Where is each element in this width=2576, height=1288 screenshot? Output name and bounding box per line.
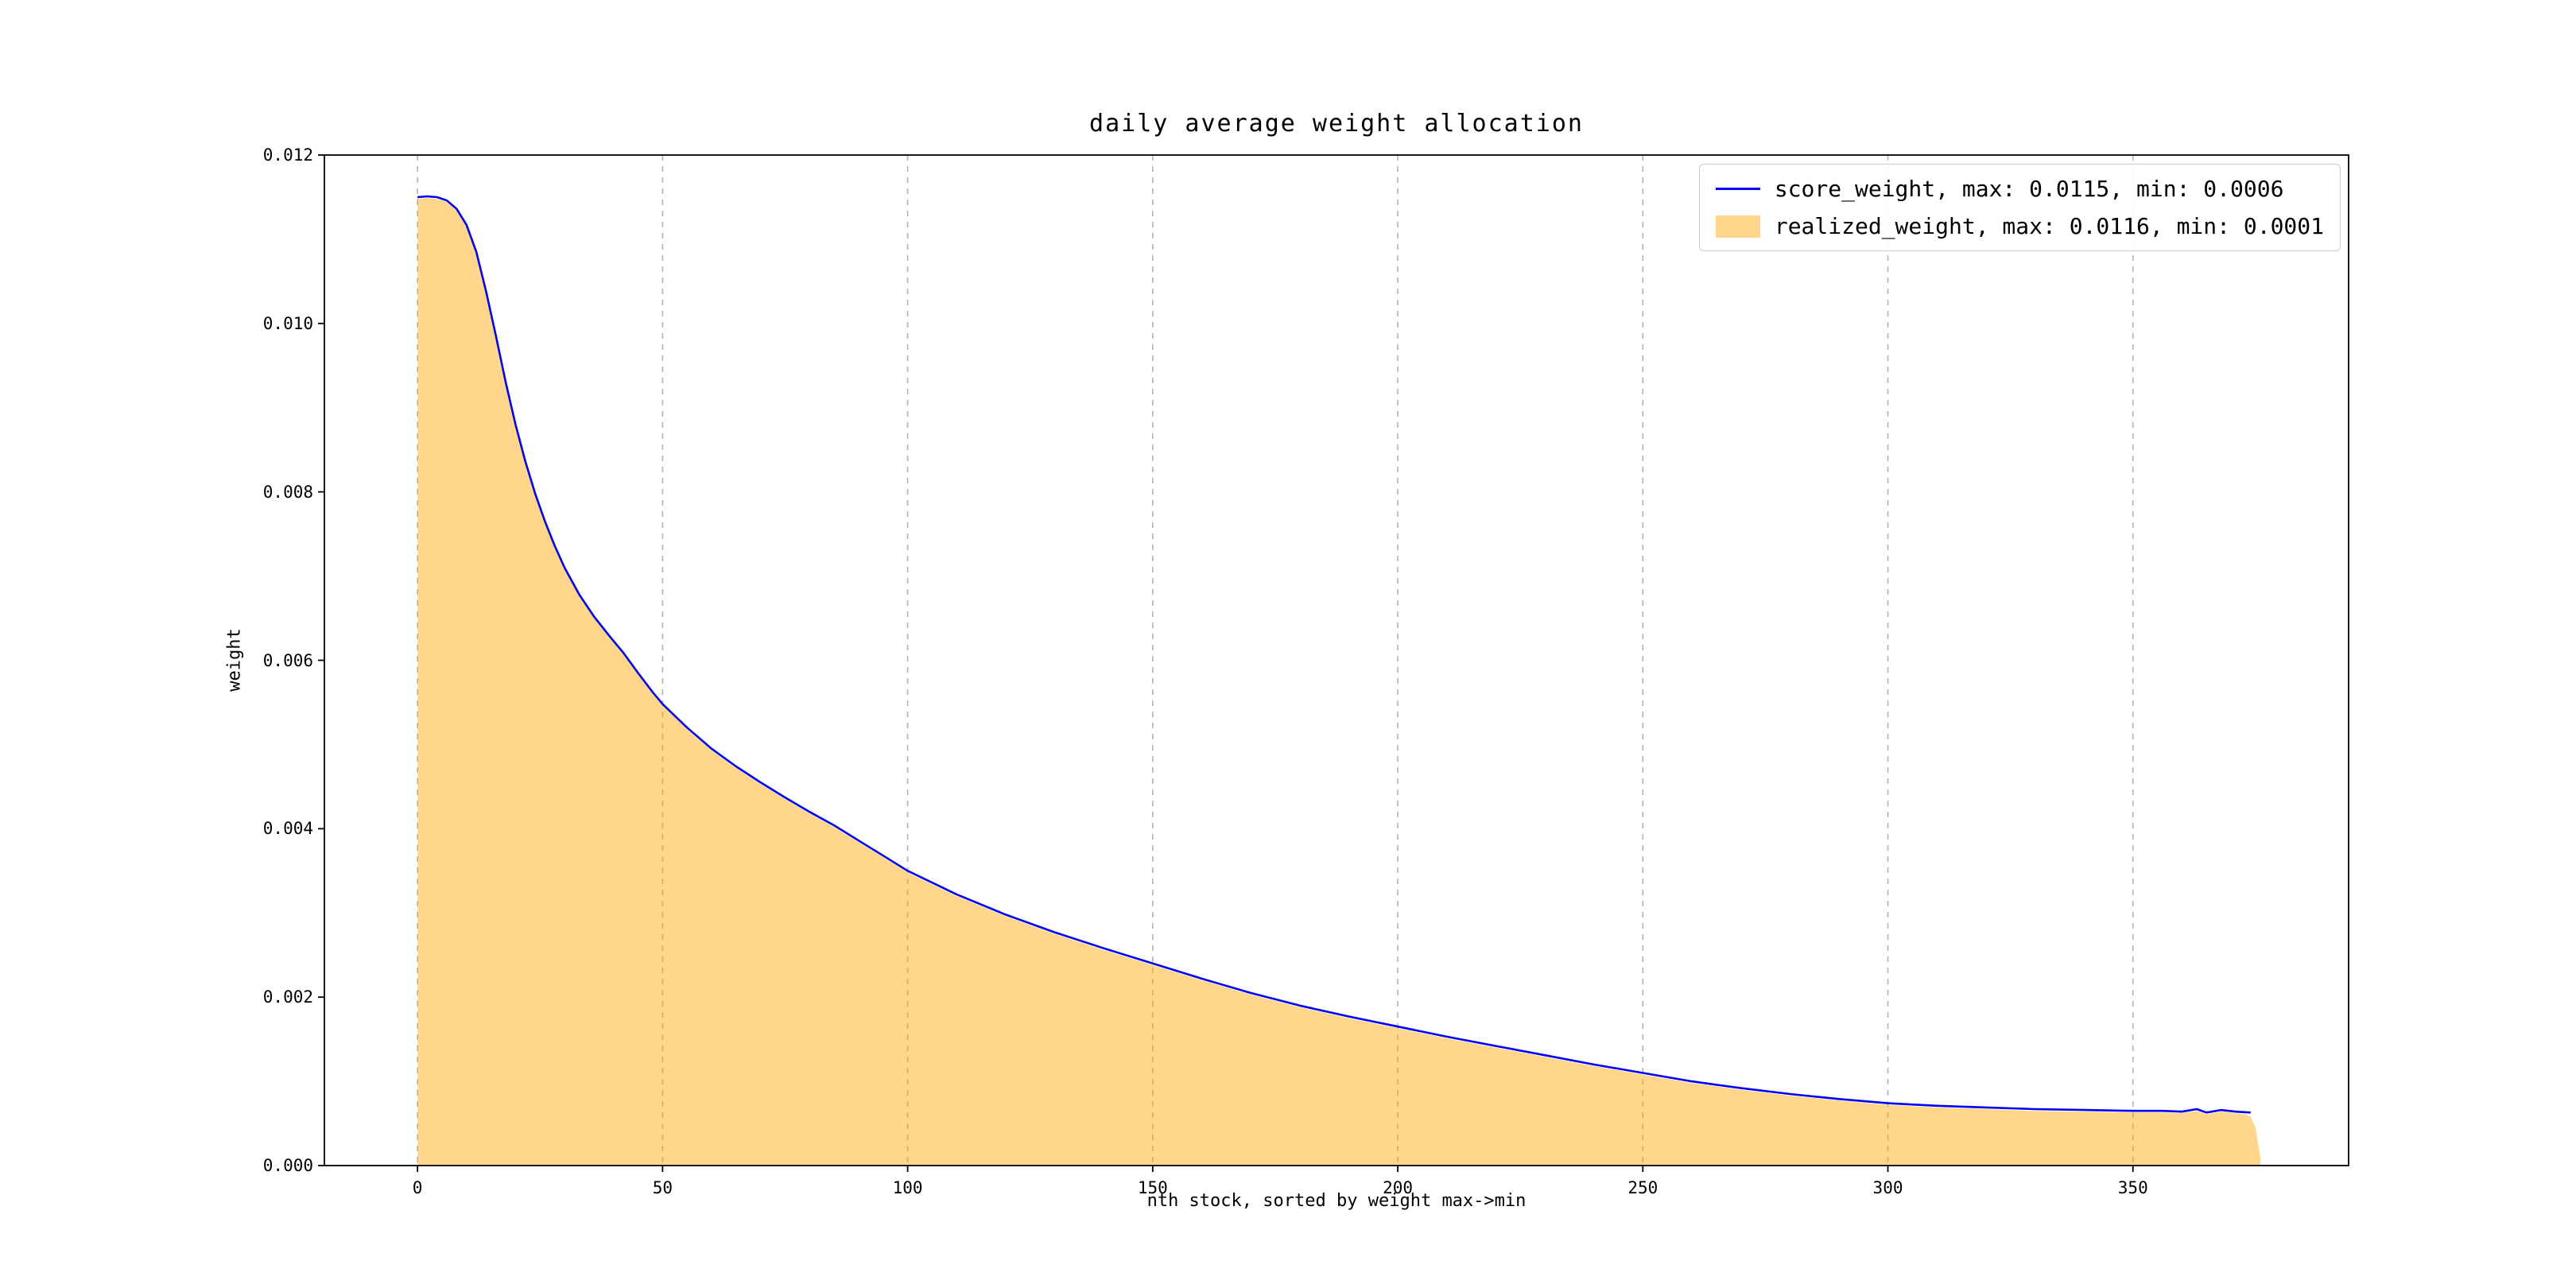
x-axis-label: nth stock, sorted by weight max->min: [1146, 1191, 1527, 1211]
legend-label: realized_weight, max: 0.0116, min: 0.000…: [1774, 213, 2324, 239]
x-tick-label: 0: [412, 1178, 423, 1197]
y-axis-label: weight: [224, 628, 245, 692]
y-tick-label: 0.004: [262, 819, 313, 839]
x-tick-label: 50: [652, 1178, 673, 1197]
legend-entry-score-weight: score_weight, max: 0.0115, min: 0.0006: [1715, 176, 2324, 202]
legend-entry-realized-weight: realized_weight, max: 0.0116, min: 0.000…: [1715, 213, 2324, 239]
x-tick-label: 250: [1627, 1178, 1658, 1197]
y-tick-label: 0.010: [262, 313, 313, 333]
realized_weight-area: [417, 198, 2260, 1166]
realized-weight-area-swatch: [1715, 215, 1760, 238]
chart-title: daily average weight allocation: [1089, 110, 1584, 138]
x-tick-label: 100: [892, 1178, 923, 1197]
y-tick-label: 0.012: [262, 145, 313, 165]
x-tick-label: 350: [2117, 1178, 2148, 1197]
y-tick-label: 0.008: [262, 482, 313, 502]
x-tick-label: 200: [1383, 1178, 1414, 1197]
y-tick-label: 0.000: [262, 1156, 313, 1175]
score_weight-line: [417, 195, 2251, 1114]
y-tick-label: 0.002: [262, 987, 313, 1007]
legend: score_weight, max: 0.0115, min: 0.0006 r…: [1698, 164, 2341, 251]
y-tick-label: 0.006: [262, 650, 313, 670]
score-weight-line-swatch: [1715, 188, 1760, 190]
x-tick-label: 300: [1872, 1178, 1903, 1197]
x-tick-label: 150: [1137, 1178, 1168, 1197]
legend-label: score_weight, max: 0.0115, min: 0.0006: [1774, 176, 2284, 202]
